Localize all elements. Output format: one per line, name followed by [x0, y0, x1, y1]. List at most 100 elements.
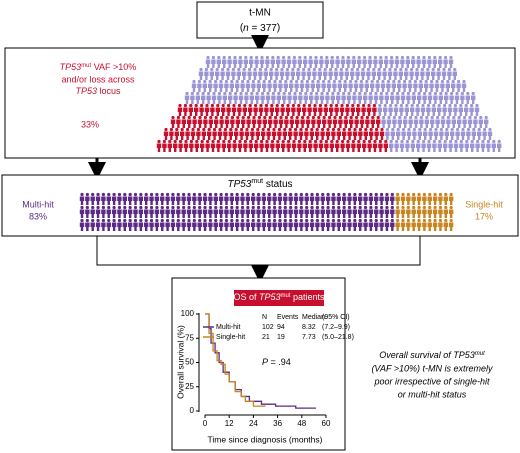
person-head	[315, 218, 319, 223]
person-head	[430, 115, 434, 120]
person-body	[401, 131, 406, 140]
person-head	[355, 115, 359, 120]
person-body	[122, 222, 127, 231]
person-body	[295, 119, 300, 128]
person-body	[257, 119, 262, 128]
person-head	[301, 115, 305, 120]
person-head	[273, 79, 277, 84]
person-body	[313, 59, 319, 68]
person-body	[90, 196, 95, 205]
x-tick-label: 12	[225, 419, 234, 428]
person-head	[323, 67, 327, 72]
person-head	[212, 91, 216, 96]
person-head	[423, 91, 427, 96]
person-body	[278, 119, 284, 128]
person-body	[242, 107, 247, 116]
person-head	[439, 127, 443, 132]
person-body	[188, 107, 193, 116]
person-head	[334, 67, 338, 72]
person-head	[206, 55, 210, 60]
person-body	[319, 59, 324, 68]
person-body	[95, 222, 101, 231]
person-head	[207, 91, 211, 96]
person-body	[211, 95, 217, 104]
p-symbol: P	[262, 357, 268, 367]
person-body	[436, 71, 441, 80]
person-head	[385, 127, 389, 132]
person-body	[325, 95, 330, 104]
person-body	[477, 131, 482, 140]
person-body	[204, 71, 209, 80]
person-body	[427, 209, 432, 218]
person-body	[328, 71, 333, 80]
person-head	[187, 205, 191, 210]
person-body	[318, 107, 323, 116]
person-body	[269, 107, 274, 116]
person-head	[400, 55, 404, 60]
person-head	[275, 103, 279, 108]
person-head	[396, 205, 400, 210]
person-head	[358, 192, 362, 197]
person-head	[390, 218, 394, 223]
person-body	[438, 59, 443, 68]
person-body	[390, 131, 395, 140]
person-head	[291, 67, 295, 72]
person-body	[370, 119, 375, 128]
person-body	[296, 71, 301, 80]
person-body	[165, 196, 170, 205]
person-body	[274, 71, 279, 80]
person-head	[243, 139, 247, 144]
person-head	[149, 205, 154, 210]
person-head	[417, 218, 421, 223]
person-body	[411, 95, 416, 104]
person-head	[282, 91, 286, 96]
person-body	[228, 95, 233, 104]
person-head	[410, 67, 414, 72]
person-head	[350, 67, 354, 72]
person-body	[232, 143, 237, 152]
person-body	[218, 209, 224, 218]
person-head	[320, 91, 324, 96]
person-body	[277, 196, 283, 205]
x-tick-label: 0	[203, 419, 208, 428]
person-body	[229, 83, 234, 92]
person-head	[392, 79, 396, 84]
person-head	[401, 205, 405, 210]
person-body	[305, 119, 311, 128]
person-body	[471, 95, 476, 104]
person-body	[389, 143, 394, 152]
person-body	[218, 196, 224, 205]
legend-cell: 7.73	[302, 334, 316, 341]
person-head	[438, 205, 443, 210]
person-head	[298, 55, 302, 60]
person-body	[276, 59, 281, 68]
person-head	[201, 91, 205, 96]
person-body	[106, 222, 111, 231]
person-body	[333, 71, 339, 80]
person-body	[317, 71, 322, 80]
person-head	[315, 205, 319, 210]
person-head	[230, 79, 234, 84]
person-body	[223, 131, 228, 140]
person-body	[393, 107, 399, 116]
person-head	[380, 192, 384, 197]
legend-label: Multi-hit	[216, 324, 241, 331]
person-body	[469, 107, 474, 116]
person-body	[303, 59, 308, 68]
person-head	[182, 115, 186, 120]
person-head	[306, 115, 310, 120]
person-head	[299, 127, 303, 132]
plot: 0 25 50 75 100 0 12 24 36 48 60 N Events Median(95% C…	[181, 309, 354, 428]
person-body	[237, 143, 243, 152]
person-head	[101, 192, 105, 197]
person-head	[337, 192, 341, 197]
person-head	[264, 103, 268, 108]
person-head	[375, 127, 379, 132]
person-body	[127, 209, 133, 218]
person-body	[289, 83, 294, 92]
legend-cell: (7.2–9.9)	[322, 324, 350, 331]
legend-cell: (5.0–21.8)	[322, 334, 354, 341]
person-head	[222, 139, 226, 144]
person-head	[406, 205, 410, 210]
person-head	[406, 55, 410, 60]
